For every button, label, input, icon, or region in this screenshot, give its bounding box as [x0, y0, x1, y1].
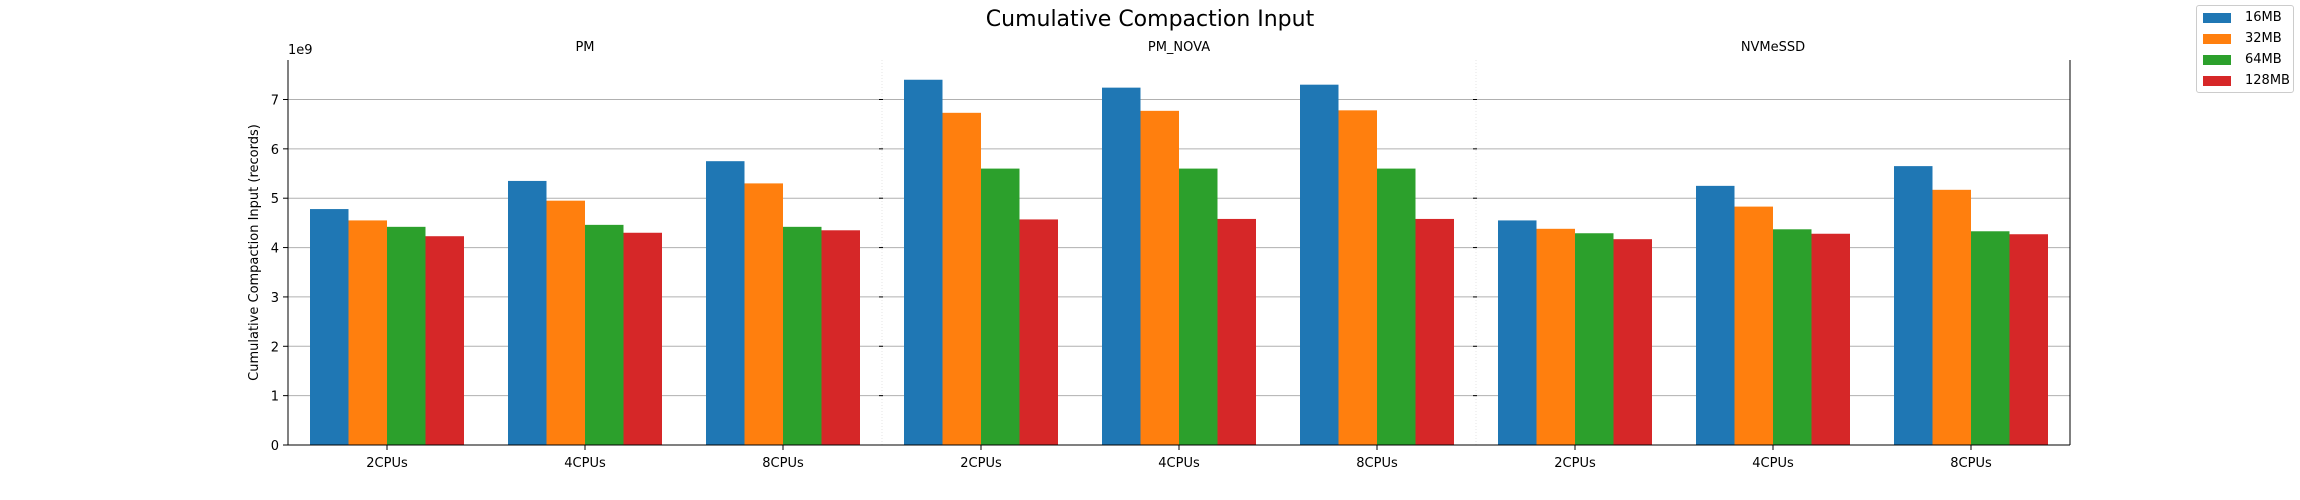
x-tick-label-nvmessd-2cpus: 2CPUs [1554, 456, 1596, 471]
bar-pm-nova-8cpus-16mb [1300, 84, 1339, 445]
bar-pm-nova-4cpus-128mb [1217, 218, 1256, 445]
legend-label-32mb: 32MB [2245, 31, 2282, 46]
y-tick-label-2: 2 [271, 340, 279, 355]
bar-pm-4cpus-16mb [508, 180, 547, 445]
y-axis-label: Cumulative Compaction Input (records) [247, 124, 262, 381]
bar-pm-nova-8cpus-128mb [1415, 218, 1454, 445]
bar-pm-2cpus-32mb [348, 220, 387, 445]
bar-pm-2cpus-64mb [387, 226, 426, 445]
legend-swatch-64mb [2203, 55, 2231, 65]
bar-pm-nova-8cpus-32mb [1338, 110, 1377, 445]
bar-pm-8cpus-32mb [744, 183, 783, 445]
bar-nvmessd-4cpus-128mb [1811, 233, 1850, 445]
y-tick-label-0: 0 [271, 439, 279, 454]
bar-nvmessd-8cpus-128mb [2009, 234, 2048, 445]
x-tick-label-nvmessd-4cpus: 4CPUs [1752, 456, 1794, 471]
bar-pm-nova-2cpus-32mb [942, 112, 981, 446]
bar-nvmessd-4cpus-16mb [1696, 185, 1735, 445]
bar-pm-8cpus-128mb [821, 230, 860, 445]
chart-title: Cumulative Compaction Input [986, 7, 1315, 32]
bar-nvmessd-2cpus-128mb [1613, 239, 1652, 445]
panel-title-pm-nova: PM_NOVA [1148, 40, 1210, 55]
legend: 16MB 32MB 64MB 128MB [2196, 5, 2294, 93]
bar-nvmessd-8cpus-32mb [1932, 189, 1971, 445]
legend-label-64mb: 64MB [2245, 52, 2282, 67]
y-tick-label-4: 4 [271, 242, 279, 257]
bar-pm-4cpus-128mb [623, 232, 662, 445]
bar-pm-2cpus-128mb [425, 236, 464, 445]
bar-pm-nova-4cpus-64mb [1179, 168, 1218, 446]
legend-swatch-32mb [2203, 34, 2231, 44]
panel-title-pm: PM [575, 40, 594, 55]
legend-swatch-128mb [2203, 76, 2231, 86]
y-tick-label-1: 1 [271, 390, 279, 405]
x-tick-label-pm-4cpus: 4CPUs [564, 456, 606, 471]
bar-pm-4cpus-32mb [546, 200, 585, 445]
bar-pm-4cpus-64mb [585, 224, 624, 445]
y-tick-label-6: 6 [271, 143, 279, 158]
bar-nvmessd-4cpus-64mb [1773, 229, 1812, 445]
legend-label-128mb: 128MB [2245, 73, 2290, 88]
bar-pm-nova-2cpus-128mb [1019, 219, 1058, 445]
bar-pm-8cpus-16mb [706, 161, 745, 445]
x-tick-label-pm-nova-4cpus: 4CPUs [1158, 456, 1200, 471]
x-tick-label-pm-nova-8cpus: 8CPUs [1356, 456, 1398, 471]
x-tick-label-nvmessd-8cpus: 8CPUs [1950, 456, 1992, 471]
panel-title-nvmessd: NVMeSSD [1741, 40, 1805, 55]
bar-pm-nova-8cpus-64mb [1377, 168, 1416, 446]
x-tick-label-pm-8cpus: 8CPUs [762, 456, 804, 471]
bar-nvmessd-8cpus-64mb [1971, 231, 2010, 445]
bar-nvmessd-8cpus-16mb [1894, 166, 1933, 445]
bar-pm-nova-2cpus-16mb [904, 79, 943, 445]
bar-pm-nova-4cpus-32mb [1140, 110, 1179, 445]
bar-pm-8cpus-64mb [783, 226, 822, 445]
legend-label-16mb: 16MB [2245, 10, 2282, 25]
bar-nvmessd-2cpus-64mb [1575, 233, 1614, 445]
y-tick-label-3: 3 [271, 291, 279, 306]
bar-pm-2cpus-16mb [310, 209, 349, 445]
bar-nvmessd-2cpus-32mb [1536, 228, 1575, 445]
bar-nvmessd-2cpus-16mb [1498, 220, 1537, 445]
x-tick-label-pm-2cpus: 2CPUs [366, 456, 408, 471]
bar-pm-nova-2cpus-64mb [981, 168, 1020, 446]
legend-swatch-16mb [2203, 13, 2231, 23]
y-tick-label-7: 7 [271, 93, 279, 108]
bar-nvmessd-4cpus-32mb [1734, 206, 1773, 445]
bar-pm-nova-4cpus-16mb [1102, 87, 1141, 446]
y-tick-label-5: 5 [271, 192, 279, 207]
x-tick-label-pm-nova-2cpus: 2CPUs [960, 456, 1002, 471]
y-multiplier-label: 1e9 [288, 43, 313, 58]
